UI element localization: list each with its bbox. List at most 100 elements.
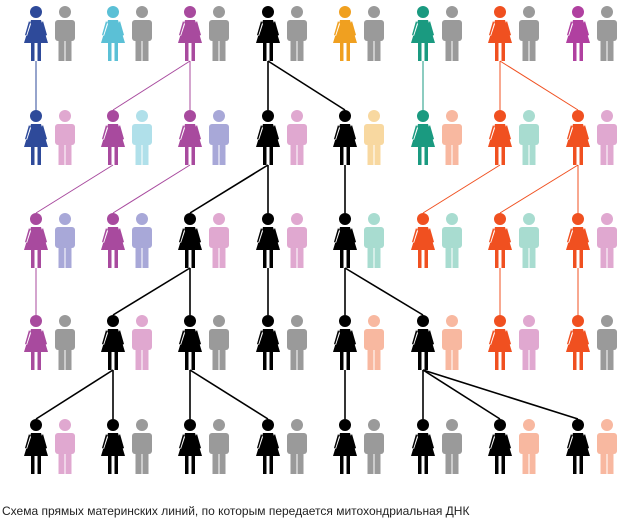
male-leg	[522, 246, 529, 268]
female-leg	[573, 249, 577, 268]
female-head	[107, 419, 119, 431]
female-head	[572, 110, 584, 122]
female-leg	[346, 42, 350, 61]
male-leg	[600, 39, 607, 61]
female-body	[566, 329, 590, 352]
male-body	[442, 433, 462, 454]
female-leg	[346, 455, 350, 474]
female-body	[178, 20, 202, 43]
female-body	[178, 329, 202, 352]
female-leg	[31, 351, 35, 370]
male-leg	[58, 143, 65, 165]
female-body	[411, 329, 435, 352]
male-head	[136, 6, 148, 18]
male-head	[136, 419, 148, 431]
female-head	[184, 6, 196, 18]
female-body	[333, 227, 357, 250]
female-leg	[340, 42, 344, 61]
female-leg	[31, 42, 35, 61]
female-leg	[573, 146, 577, 165]
female-leg	[191, 42, 195, 61]
female-leg	[418, 146, 422, 165]
male-body	[519, 329, 539, 350]
female-head	[339, 419, 351, 431]
male-head	[523, 6, 535, 18]
female-leg	[263, 42, 267, 61]
male-leg	[212, 246, 219, 268]
female-leg	[418, 351, 422, 370]
male-leg	[529, 39, 536, 61]
male-leg	[65, 39, 72, 61]
female-leg	[185, 42, 189, 61]
male-body	[132, 20, 152, 41]
male-body	[55, 329, 75, 350]
male-body	[519, 20, 539, 41]
female-body	[411, 20, 435, 43]
female-head	[572, 213, 584, 225]
lineage-link	[189, 369, 269, 420]
female-leg	[495, 455, 499, 474]
female-leg	[269, 42, 273, 61]
male-leg	[600, 143, 607, 165]
male-body	[55, 433, 75, 454]
male-body	[132, 124, 152, 145]
male-leg	[290, 39, 297, 61]
male-head	[291, 6, 303, 18]
female-head	[30, 419, 42, 431]
male-leg	[374, 348, 381, 370]
female-body	[333, 20, 357, 43]
male-leg	[607, 246, 614, 268]
lineage-link	[112, 164, 191, 214]
male-head	[523, 315, 535, 327]
male-leg	[452, 348, 459, 370]
male-leg	[135, 348, 142, 370]
male-leg	[290, 348, 297, 370]
female-body	[178, 227, 202, 250]
female-leg	[185, 455, 189, 474]
male-body	[55, 124, 75, 145]
male-body	[55, 227, 75, 248]
male-leg	[529, 452, 536, 474]
female-body	[101, 20, 125, 43]
female-leg	[114, 249, 118, 268]
female-head	[30, 315, 42, 327]
female-head	[262, 315, 274, 327]
male-leg	[452, 452, 459, 474]
female-leg	[191, 146, 195, 165]
male-head	[446, 110, 458, 122]
male-body	[287, 329, 307, 350]
female-leg	[501, 146, 505, 165]
male-leg	[522, 452, 529, 474]
female-head	[572, 6, 584, 18]
male-head	[601, 419, 613, 431]
female-leg	[114, 455, 118, 474]
female-head	[107, 315, 119, 327]
female-leg	[495, 42, 499, 61]
male-body	[209, 124, 229, 145]
female-head	[107, 6, 119, 18]
female-body	[256, 227, 280, 250]
male-head	[136, 110, 148, 122]
female-head	[339, 6, 351, 18]
male-head	[368, 213, 380, 225]
male-body	[287, 433, 307, 454]
female-leg	[263, 146, 267, 165]
male-head	[59, 213, 71, 225]
male-body	[209, 20, 229, 41]
lineage-link	[422, 369, 501, 420]
female-leg	[269, 146, 273, 165]
male-leg	[212, 143, 219, 165]
female-leg	[424, 146, 428, 165]
male-leg	[374, 143, 381, 165]
male-head	[601, 110, 613, 122]
male-body	[364, 329, 384, 350]
female-head	[262, 6, 274, 18]
male-leg	[142, 246, 149, 268]
male-leg	[445, 143, 452, 165]
female-leg	[495, 146, 499, 165]
female-body	[256, 20, 280, 43]
male-head	[601, 213, 613, 225]
female-head	[494, 110, 506, 122]
male-head	[523, 213, 535, 225]
female-body	[101, 433, 125, 456]
